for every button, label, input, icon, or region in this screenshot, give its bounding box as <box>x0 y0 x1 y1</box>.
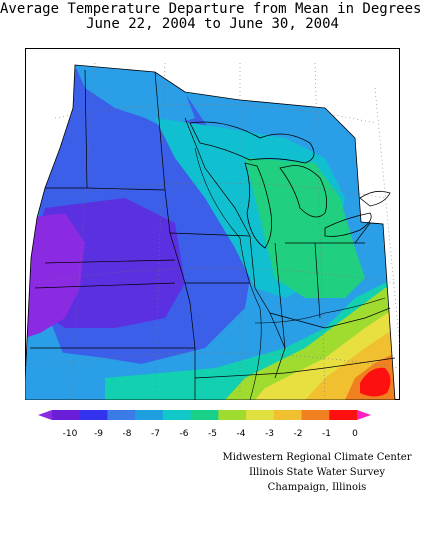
zone-minus-10 <box>25 213 85 338</box>
legend-swatch <box>301 410 330 420</box>
legend-tick-label: -4 <box>237 429 246 439</box>
legend-tick-label: -7 <box>151 429 160 439</box>
legend-swatch <box>135 410 164 420</box>
legend-swatch <box>79 410 108 420</box>
rivers <box>194 147 386 400</box>
graticule-lon-1 <box>69 62 96 400</box>
legend-tick-label: -8 <box>123 429 132 439</box>
boundary-pa <box>354 222 384 244</box>
mississippi-river <box>194 147 262 400</box>
legend-swatch <box>107 410 136 420</box>
color-legend: -10 -9 -8 -7 -6 -5 -4 -3 -2 -1 0 <box>38 410 371 439</box>
graticule <box>25 62 400 400</box>
legend-swatch <box>246 410 275 420</box>
legend-swatch <box>162 410 192 420</box>
legend-arrow-left <box>38 410 52 420</box>
lake-ontario <box>359 190 391 207</box>
lake-michigan <box>244 162 273 249</box>
title-line-1: Average Temperature Departure from Mean … <box>0 1 425 17</box>
lake-superior <box>189 121 315 164</box>
region-outline <box>25 64 396 400</box>
graticule-lat-1 <box>54 103 376 124</box>
legend-tick-label: -5 <box>208 429 217 439</box>
legend-tick-label: -3 <box>265 429 274 439</box>
boundary-tn-north <box>194 357 396 379</box>
credit-line-3: Champaign, Illinois <box>267 482 367 493</box>
graticule-lon-2 <box>154 62 166 400</box>
legend-swatch <box>52 410 81 420</box>
zone-0 <box>360 367 391 397</box>
graticule-lat-2 <box>44 182 386 199</box>
legend-swatches <box>38 410 371 420</box>
contour-fill <box>25 65 395 400</box>
lake-huron <box>279 165 328 218</box>
legend-swatch <box>218 410 247 420</box>
lake-erie <box>324 212 372 237</box>
legend-swatch <box>190 410 219 420</box>
zone-minus-7-north <box>75 65 195 128</box>
zone-minus-5 <box>245 158 365 298</box>
credit-line-2: Illinois State Water Survey <box>248 467 385 478</box>
boundary-ne-ks <box>34 282 176 289</box>
legend-tick-label: -6 <box>180 429 189 439</box>
legend-tick-label: 0 <box>352 429 358 439</box>
legend-swatch <box>273 410 303 420</box>
boundary-ky-north <box>269 307 391 329</box>
credit-line-1: Midwestern Regional Climate Center <box>222 452 412 463</box>
state-boundaries <box>30 69 396 400</box>
great-lakes <box>189 121 391 249</box>
legend-swatch <box>329 410 358 420</box>
legend-arrow-right <box>357 410 371 420</box>
graticule-lat-3 <box>34 267 396 284</box>
legend-tick-label: -2 <box>294 429 303 439</box>
boundary-il-in <box>274 242 286 349</box>
legend-tick-label: -10 <box>63 429 78 439</box>
title-line-2: June 22, 2004 to June 30, 2004 <box>86 16 339 32</box>
graticule-lon-4 <box>314 62 326 400</box>
boundary-mn-ia <box>169 232 251 237</box>
ohio-river <box>254 297 386 324</box>
boundary-sd-ne <box>44 259 176 264</box>
temperature-departure-map <box>25 48 400 400</box>
boundary-nd-sd <box>86 187 166 191</box>
map-title: Average Temperature Departure from Mean … <box>0 2 425 32</box>
credits: Midwestern Regional Climate Center Illin… <box>212 450 422 495</box>
boundary-mn-wi <box>184 117 251 237</box>
legend-ticks: -10 -9 -8 -7 -6 -5 -4 -3 -2 -1 0 <box>63 429 358 439</box>
legend-tick-label: -9 <box>94 429 103 439</box>
boundary-mo-west <box>189 302 196 400</box>
legend-tick-label: -1 <box>322 429 331 439</box>
